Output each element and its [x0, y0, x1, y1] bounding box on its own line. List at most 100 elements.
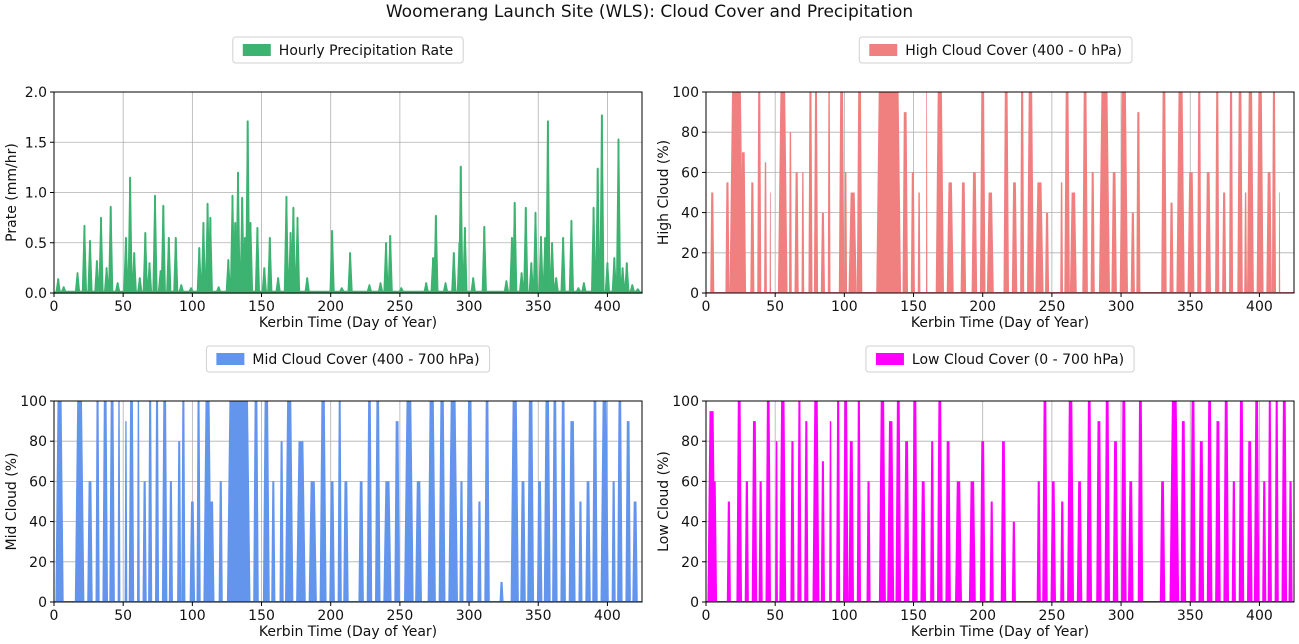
- mid-cloud-segment-52: [527, 401, 535, 602]
- precipitation-x-axis-label: Kerbin Time (Day of Year): [259, 315, 437, 331]
- low-cloud-segment-56: [1223, 401, 1229, 602]
- low-cloud-segment-44: [1104, 401, 1110, 602]
- precipitation-legend-frame: [232, 36, 464, 64]
- low-cloud-legend-text: Low Cloud Cover (0 - 700 hPa): [912, 352, 1124, 368]
- high-cloud-legend-frame: [858, 36, 1133, 64]
- mid-cloud-segment-15: [168, 481, 173, 602]
- low-cloud-segment-63: [1274, 401, 1279, 602]
- mid-cloud-legend-text: Mid Cloud Cover (400 - 700 hPa): [252, 352, 479, 368]
- mid-cloud-ytick-label: 40: [29, 515, 47, 531]
- high-cloud-segment-33: [1020, 92, 1025, 293]
- high-cloud-segment-20: [876, 92, 902, 293]
- precipitation-xtick-label: 250: [387, 299, 414, 315]
- high-cloud-segment-28: [971, 172, 978, 293]
- high-cloud-xtick-label: 150: [900, 299, 927, 315]
- low-cloud-segment-22: [887, 421, 895, 602]
- mid-cloud-ytick-label: 60: [29, 474, 47, 490]
- mid-cloud-segment-29: [296, 441, 306, 602]
- high-cloud-segment-52: [1205, 172, 1211, 293]
- low-cloud-segment-43: [1096, 421, 1102, 602]
- mid-cloud-segment-44: [448, 401, 458, 602]
- high-cloud-legend-text: High Cloud Cover (400 - 0 hPa): [905, 43, 1122, 59]
- mid-cloud-xtick-label: 200: [317, 608, 344, 624]
- mid-cloud-x-axis-label: Kerbin Time (Day of Year): [259, 624, 437, 640]
- high-cloud-segment-48: [1169, 202, 1174, 293]
- high-cloud-segment-50: [1187, 172, 1195, 293]
- low-cloud-segment-57: [1231, 481, 1236, 602]
- mid-cloud-segment-2: [74, 401, 85, 602]
- low-cloud-ytick-label: 0: [690, 595, 699, 611]
- mid-cloud-segment-22: [218, 481, 223, 602]
- precipitation-ytick-label: 0.5: [25, 236, 47, 252]
- low-cloud-segment-3: [736, 401, 742, 602]
- mid-cloud-legend-swatch: [216, 353, 245, 365]
- high-cloud-legend-swatch: [869, 44, 898, 56]
- high-cloud-segment-11: [801, 172, 805, 293]
- precipitation-ytick-label: 0.0: [25, 286, 47, 302]
- high-cloud-segment-32: [1011, 182, 1018, 293]
- low-cloud-legend-frame: [865, 345, 1135, 373]
- low-cloud-segment-38: [1050, 481, 1056, 602]
- mid-cloud-segment-1: [58, 501, 63, 602]
- low-cloud-segment-52: [1190, 401, 1196, 602]
- low-cloud-segment-53: [1198, 441, 1205, 602]
- high-cloud-segment-42: [1098, 92, 1110, 293]
- low-cloud-xtick-label: 200: [969, 608, 996, 624]
- high-cloud-legend: High Cloud Cover (400 - 0 hPa): [858, 36, 1133, 64]
- precipitation-legend-swatch: [242, 44, 271, 56]
- high-cloud-segment-59: [1256, 92, 1264, 293]
- low-cloud-segment-8: [775, 441, 778, 602]
- mid-cloud-segment-54: [543, 401, 551, 602]
- mid-cloud-segment-18: [189, 501, 196, 602]
- mid-cloud-segment-39: [394, 421, 400, 602]
- mid-cloud-segment-21: [209, 501, 215, 602]
- mid-cloud-segment-3: [87, 481, 93, 602]
- low-cloud-segment-28: [937, 401, 943, 602]
- low-cloud-xtick-label: 0: [702, 608, 711, 624]
- mid-cloud-segment-27: [279, 441, 284, 602]
- low-cloud-segment-20: [866, 481, 871, 602]
- high-cloud-segment-14: [820, 212, 825, 293]
- precipitation-xtick-label: 0: [50, 299, 59, 315]
- low-cloud-segment-39: [1060, 501, 1065, 602]
- high-cloud-segment-10: [794, 172, 799, 293]
- low-cloud-segment-15: [829, 421, 832, 602]
- high-cloud-segment-9: [789, 132, 792, 293]
- low-cloud-y-axis-label: Low Cloud (%): [656, 451, 672, 552]
- mid-cloud-segment-49: [499, 581, 504, 602]
- high-cloud-segment-4: [750, 182, 755, 293]
- high-cloud-segment-34: [1027, 92, 1034, 293]
- mid-cloud-segment-14: [161, 401, 168, 602]
- low-cloud-segment-19: [856, 401, 861, 602]
- high-cloud-xtick-label: 250: [1039, 299, 1066, 315]
- mid-cloud-segment-41: [415, 481, 422, 602]
- mid-cloud-segment-37: [375, 401, 381, 602]
- mid-cloud-segment-9: [128, 401, 135, 602]
- high-cloud-xtick-label: 0: [702, 299, 711, 315]
- high-cloud-segment-47: [1161, 92, 1167, 293]
- high-cloud-segment-17: [844, 172, 848, 293]
- low-cloud-segment-58: [1238, 401, 1245, 602]
- mid-cloud-segment-61: [600, 401, 609, 602]
- mid-cloud-segment-24: [253, 401, 259, 602]
- mid-cloud-legend-frame: [205, 345, 491, 373]
- mid-cloud-xtick-label: 250: [387, 608, 414, 624]
- mid-cloud-segment-63: [617, 401, 623, 602]
- mid-cloud-segment-48: [484, 401, 490, 602]
- precipitation-xtick-label: 400: [594, 299, 621, 315]
- mid-cloud-segment-25: [262, 401, 270, 602]
- low-cloud-segment-36: [1036, 481, 1041, 602]
- low-cloud-segment-23: [895, 401, 902, 602]
- high-cloud-segment-23: [917, 192, 921, 293]
- mid-cloud-segment-11: [142, 481, 147, 602]
- low-cloud-segment-13: [812, 401, 820, 602]
- low-cloud-segment-5: [751, 421, 758, 602]
- high-cloud-segment-8: [777, 92, 788, 293]
- low-cloud-ytick-label: 80: [681, 434, 699, 450]
- high-cloud-segment-57: [1244, 192, 1247, 293]
- mid-cloud-ytick-label: 80: [29, 434, 47, 450]
- precipitation-xtick-label: 100: [179, 299, 206, 315]
- mid-cloud-segment-50: [510, 401, 519, 602]
- high-cloud-x-axis-label: Kerbin Time (Day of Year): [911, 315, 1089, 331]
